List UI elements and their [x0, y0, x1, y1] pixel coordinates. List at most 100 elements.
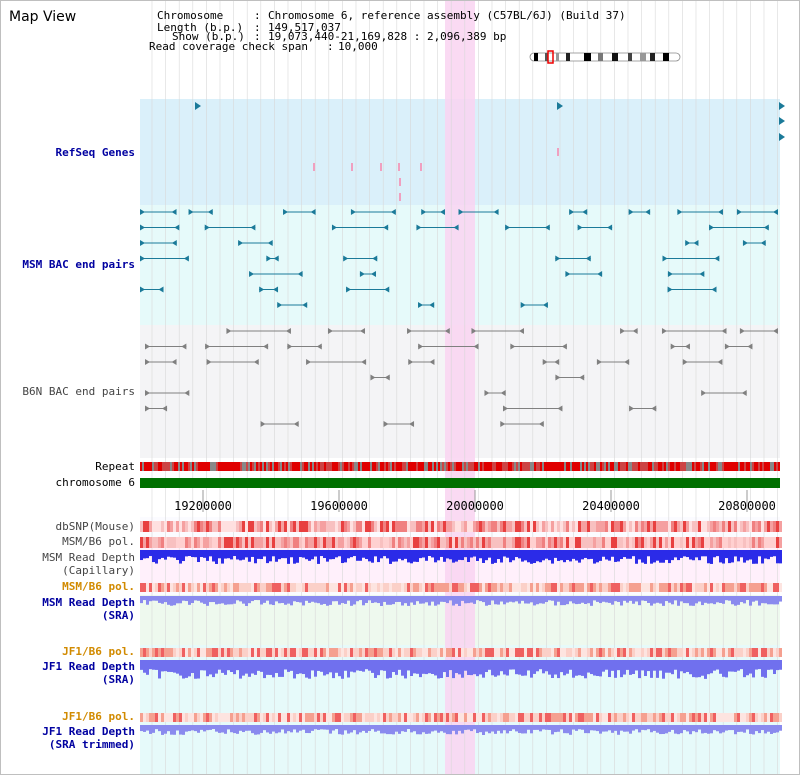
dbsnp-cell — [626, 521, 629, 532]
jf1-depth-sra-bar — [773, 660, 776, 675]
jf1-pol-trim-cell — [725, 713, 728, 722]
msm-pol-sra-cell — [473, 583, 476, 592]
msm-pol-sra-cell — [194, 583, 197, 592]
jf1-depth-sra-bar — [611, 660, 614, 671]
jf1-depth-sra-bar — [239, 660, 242, 679]
msm-pol-sra-cell — [305, 583, 308, 592]
msm-pol-sra-cell — [599, 583, 602, 592]
jf1-depth-sra-bar — [275, 660, 278, 674]
msm-depth-capillary-bar — [341, 550, 344, 564]
msm-pol-cell — [554, 537, 557, 548]
jf1-pol-trim-cell — [380, 713, 383, 722]
repeat-element — [336, 462, 338, 471]
jf1-pol-trim-cell — [629, 713, 632, 722]
repeat-element — [650, 462, 652, 471]
msm-pol-sra-cell — [167, 583, 170, 592]
repeat-element — [312, 462, 314, 471]
jf1-depth-sra-label[interactable]: JF1 Read Depth — [42, 660, 135, 673]
jf1-pol-trim-cell — [266, 713, 269, 722]
jf1-depth-trim-label[interactable]: JF1 Read Depth — [42, 725, 135, 738]
jf1-depth-trim-bar — [683, 725, 686, 731]
page-title: Map View — [9, 9, 77, 25]
msm-b6-pol-sra-label[interactable]: MSM/B6 pol. — [62, 580, 135, 593]
msm-depth-sra-bar — [656, 596, 659, 603]
jf1-depth-trim-bar — [575, 725, 578, 731]
bac-end-marker — [409, 421, 415, 427]
msm-depth-sra-bar — [518, 596, 521, 604]
jf1-pol-trim-cell — [578, 713, 581, 722]
dbsnp-label[interactable]: dbSNP(Mouse) — [55, 520, 135, 533]
bac-end-marker — [250, 224, 256, 231]
jf1-pol-trim-cell — [743, 713, 746, 722]
msm-depth-sra-bar — [401, 596, 404, 606]
jf1-pol-trim-cell — [755, 713, 758, 722]
msm-bac-label[interactable]: MSM BAC end pairs — [22, 258, 135, 271]
jf1-depth-sra-bar — [341, 660, 344, 679]
jf1-depth-sra-bar — [410, 660, 413, 676]
refseq-gene-tick — [399, 193, 401, 201]
dbsnp-cell — [353, 521, 356, 532]
jf1-pol-trim-cell — [671, 713, 674, 722]
repeat-element — [232, 462, 234, 471]
msm-pol-cell — [521, 537, 524, 548]
msm-depth-capillary-label[interactable]: MSM Read Depth — [42, 551, 135, 564]
dbsnp-cell — [587, 521, 590, 532]
msm-pol-cell — [536, 537, 539, 548]
msm-pol-sra-cell — [263, 583, 266, 592]
msm-depth-capillary-bar — [425, 550, 428, 561]
msm-pol-sra-cell — [287, 583, 290, 592]
msm-pol-sra-cell — [524, 583, 527, 592]
msm-pol-cell — [251, 537, 254, 548]
dbsnp-cell — [554, 521, 557, 532]
msm-depth-sra-label[interactable]: MSM Read Depth — [42, 596, 135, 609]
msm-depth-capillary-bar — [755, 550, 758, 564]
dbsnp-cell — [434, 521, 437, 532]
jf1-pol-trim-cell — [191, 713, 194, 722]
msm-pol-cell — [416, 537, 419, 548]
jf1-depth-trim-bar — [710, 725, 713, 734]
jf1-pol-trim-cell — [398, 713, 401, 722]
jf1-pol-trim-cell — [440, 713, 443, 722]
msm-depth-capillary-bar — [500, 550, 503, 563]
msm-pol-cell — [743, 537, 746, 548]
jf1-b6-pol-label[interactable]: JF1/B6 pol. — [62, 645, 135, 658]
b6n-bac-label[interactable]: B6N BAC end pairs — [22, 385, 135, 398]
jf1-pol-cell — [254, 648, 257, 657]
msm-pol-sra-cell — [206, 583, 209, 592]
jf1-pol-trim-cell — [251, 713, 254, 722]
jf1-depth-sra-bar — [386, 660, 389, 679]
jf1-depth-sra-bar — [713, 660, 716, 671]
jf1-pol-cell — [320, 648, 323, 657]
refseq-gene-tick — [380, 163, 382, 171]
msm-pol-cell — [467, 537, 470, 548]
jf1-b6-pol-trim-label[interactable]: JF1/B6 pol. — [62, 710, 135, 723]
jf1-pol-cell — [503, 648, 506, 657]
msm-pol-sra-cell — [296, 583, 299, 592]
jf1-depth-sra-bar — [542, 660, 545, 674]
msm-pol-cell — [758, 537, 761, 548]
jf1-depth-sra-bar — [548, 660, 551, 675]
repeat-element — [724, 462, 726, 471]
repeat-element — [522, 462, 524, 471]
jf1-depth-trim-bar — [218, 725, 221, 733]
msm-pol-cell — [167, 537, 170, 548]
jf1-pol-trim-cell — [512, 713, 515, 722]
jf1-depth-trim-bar — [176, 725, 179, 731]
refseq-genes-label[interactable]: RefSeq Genes — [55, 146, 135, 159]
jf1-pol-trim-cell — [293, 713, 296, 722]
msm-depth-sra-bar — [344, 596, 347, 604]
jf1-pol-cell — [620, 648, 623, 657]
jf1-depth-trim-bar — [740, 725, 743, 732]
msm-depth-sra-bar — [407, 596, 410, 606]
jf1-pol-trim-cell — [611, 713, 614, 722]
msm-pol-cell — [557, 537, 560, 548]
jf1-pol-trim-cell — [455, 713, 458, 722]
msm-pol-sra-cell — [572, 583, 575, 592]
jf1-depth-trim-bar — [179, 725, 182, 735]
repeat-element — [694, 462, 696, 471]
msm-b6-pol-label[interactable]: MSM/B6 pol. — [62, 535, 135, 548]
msm-depth-sra-bar — [470, 596, 473, 603]
jf1-pol-trim-cell — [584, 713, 587, 722]
jf1-pol-cell — [494, 648, 497, 657]
bac-end-marker — [542, 302, 548, 308]
